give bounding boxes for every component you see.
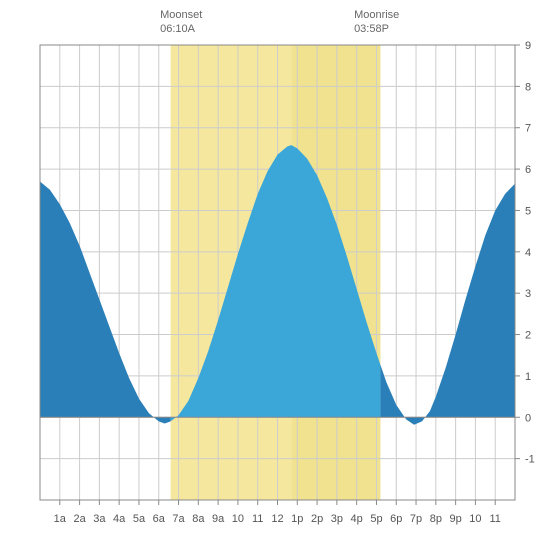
- moonrise-label: Moonrise: [354, 8, 399, 22]
- chart-svg: -101234567891a2a3a4a5a6a7a8a9a1011121p2p…: [0, 0, 550, 550]
- svg-text:3p: 3p: [331, 513, 343, 525]
- svg-text:5p: 5p: [370, 513, 382, 525]
- moonrise-annotation: Moonrise 03:58P: [354, 8, 399, 37]
- svg-text:3a: 3a: [93, 513, 106, 525]
- moonset-label: Moonset: [160, 8, 202, 22]
- svg-text:6: 6: [525, 164, 531, 176]
- svg-text:2p: 2p: [311, 513, 323, 525]
- svg-text:4: 4: [525, 247, 531, 259]
- svg-text:5a: 5a: [133, 513, 146, 525]
- svg-text:9p: 9p: [450, 513, 462, 525]
- svg-text:8a: 8a: [192, 513, 205, 525]
- svg-text:7p: 7p: [410, 513, 422, 525]
- moonset-annotation: Moonset 06:10A: [160, 8, 202, 37]
- svg-text:9: 9: [525, 40, 531, 52]
- svg-text:7a: 7a: [172, 513, 185, 525]
- svg-text:6a: 6a: [153, 513, 166, 525]
- svg-text:8: 8: [525, 81, 531, 93]
- moonset-time: 06:10A: [160, 22, 202, 36]
- svg-text:6p: 6p: [390, 513, 402, 525]
- svg-text:9a: 9a: [212, 513, 225, 525]
- tide-chart: Moonset 06:10A Moonrise 03:58P -10123456…: [0, 0, 550, 550]
- svg-text:4p: 4p: [351, 513, 363, 525]
- svg-text:3: 3: [525, 288, 531, 300]
- svg-text:11: 11: [489, 513, 500, 525]
- svg-text:1p: 1p: [291, 513, 303, 525]
- svg-text:-1: -1: [525, 454, 535, 466]
- svg-text:1a: 1a: [54, 513, 67, 525]
- moonrise-time: 03:58P: [354, 22, 399, 36]
- svg-text:12: 12: [271, 513, 283, 525]
- svg-text:7: 7: [525, 123, 531, 135]
- svg-text:2a: 2a: [73, 513, 86, 525]
- svg-text:10: 10: [469, 513, 481, 525]
- svg-text:1: 1: [525, 371, 531, 383]
- svg-text:8p: 8p: [430, 513, 442, 525]
- svg-text:0: 0: [525, 412, 531, 424]
- svg-text:10: 10: [232, 513, 244, 525]
- svg-text:11: 11: [252, 513, 263, 525]
- svg-text:5: 5: [525, 205, 531, 217]
- svg-text:4a: 4a: [113, 513, 126, 525]
- svg-text:2: 2: [525, 330, 531, 342]
